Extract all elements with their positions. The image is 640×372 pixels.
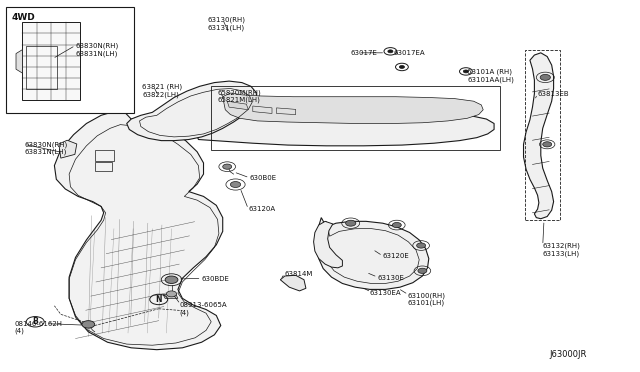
Circle shape [392,222,401,228]
Circle shape [543,142,552,147]
Text: 63101A (RH)
63101AA(LH): 63101A (RH) 63101AA(LH) [467,69,514,83]
Polygon shape [314,221,342,268]
Circle shape [388,50,393,53]
Circle shape [463,70,468,73]
Text: 4WD: 4WD [12,13,35,22]
Text: 63813EB: 63813EB [538,91,569,97]
Text: 08146-6162H
(4): 08146-6162H (4) [14,321,62,334]
Polygon shape [317,218,429,289]
Polygon shape [59,140,77,158]
Bar [211,86,500,150]
Bar [6,7,134,113]
Polygon shape [163,295,178,298]
Polygon shape [16,49,22,73]
Text: 630BDE: 630BDE [202,276,230,282]
Polygon shape [127,81,257,141]
Text: N: N [156,295,162,304]
Text: 63120E: 63120E [383,253,410,259]
Text: 65820M(RH)
65821M(LH): 65820M(RH) 65821M(LH) [218,89,261,103]
Text: B: B [33,317,38,326]
Polygon shape [280,275,306,291]
Text: 63132(RH)
63133(LH): 63132(RH) 63133(LH) [543,243,580,257]
Polygon shape [524,53,554,219]
Polygon shape [223,93,483,124]
Circle shape [223,164,232,169]
Polygon shape [227,101,248,110]
Text: 08913-6065A
(4): 08913-6065A (4) [179,302,227,315]
Circle shape [540,74,550,80]
Text: 63120A: 63120A [248,206,275,212]
Circle shape [417,243,426,248]
Circle shape [418,268,427,273]
Text: 63100(RH)
63101(LH): 63100(RH) 63101(LH) [408,292,445,306]
Text: 63017E: 63017E [351,50,378,56]
Bar [26,46,58,89]
Text: J63000JR: J63000JR [549,350,586,359]
Text: 63830N(RH)
63831N(LH): 63830N(RH) 63831N(LH) [76,43,119,57]
Polygon shape [197,92,494,146]
Text: 63130E: 63130E [378,275,404,280]
Circle shape [165,276,178,283]
Text: 63017EA: 63017EA [394,50,425,56]
Circle shape [346,220,356,226]
Text: 63130EA: 63130EA [370,290,401,296]
Circle shape [399,65,404,68]
Bar [525,50,560,220]
Text: 630B0E: 630B0E [250,175,276,181]
Text: 63814M: 63814M [285,271,313,277]
Text: 63821 (RH)
63822(LH): 63821 (RH) 63822(LH) [142,84,182,98]
Circle shape [230,182,241,187]
Polygon shape [54,112,223,350]
Text: 63130(RH)
63131(LH): 63130(RH) 63131(LH) [208,17,246,31]
Circle shape [166,291,177,297]
Text: 63830N(RH)
63831N(LH): 63830N(RH) 63831N(LH) [24,141,68,155]
Circle shape [82,321,95,328]
Bar [22,22,80,100]
